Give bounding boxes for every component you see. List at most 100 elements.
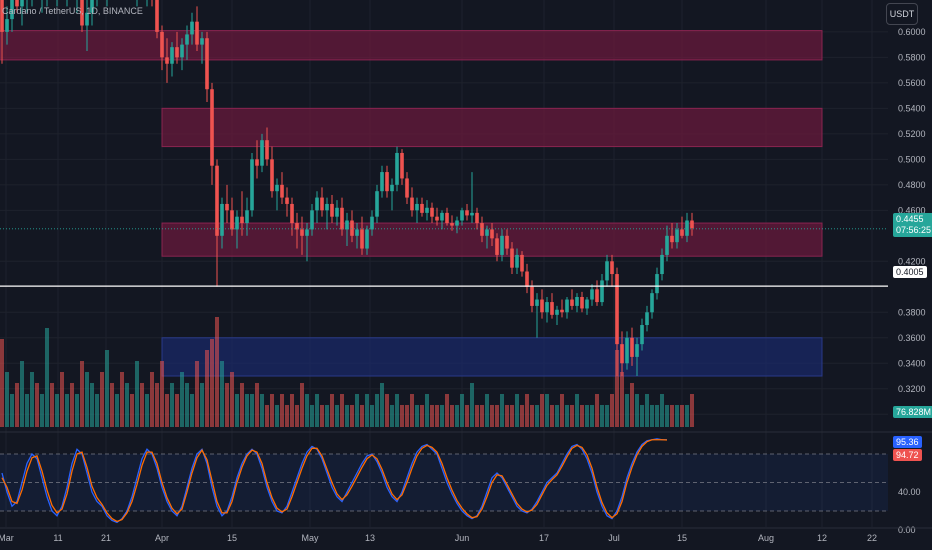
- candle-98[interactable]: [490, 223, 494, 247]
- candle-52[interactable]: [260, 133, 264, 173]
- candle-84[interactable]: [420, 197, 424, 217]
- time-axis[interactable]: Mar 11 21 Apr 15 May 13 Jun 17 Jul 15 Aug 12 22: [0, 527, 932, 543]
- candle-27[interactable]: [135, 0, 139, 7]
- candle-61[interactable]: [305, 223, 309, 262]
- candle-31[interactable]: [155, 0, 159, 39]
- candle-82[interactable]: [410, 187, 414, 217]
- candle-119[interactable]: [595, 280, 599, 306]
- candle-70[interactable]: [350, 210, 354, 243]
- candle-34[interactable]: [170, 42, 174, 77]
- candle-53[interactable]: [265, 127, 269, 166]
- candle-8[interactable]: [40, 0, 44, 13]
- candle-120[interactable]: [600, 274, 604, 306]
- candle-101[interactable]: [505, 229, 509, 255]
- candle-92[interactable]: [460, 207, 464, 226]
- candle-133[interactable]: [665, 225, 669, 262]
- candle-73[interactable]: [365, 225, 369, 255]
- candle-58[interactable]: [290, 197, 294, 236]
- candle-30[interactable]: [150, 0, 154, 7]
- candle-93[interactable]: [465, 203, 469, 221]
- candle-135[interactable]: [675, 223, 679, 249]
- candle-113[interactable]: [565, 296, 569, 319]
- candle-3[interactable]: [15, 0, 19, 13]
- candle-5[interactable]: [25, 0, 29, 13]
- candle-125[interactable]: [625, 331, 629, 370]
- candle-91[interactable]: [455, 216, 459, 234]
- candle-112[interactable]: [560, 299, 564, 318]
- candle-39[interactable]: [195, 6, 199, 51]
- candle-54[interactable]: [270, 146, 274, 198]
- candle-47[interactable]: [235, 210, 239, 249]
- candle-99[interactable]: [495, 233, 499, 262]
- candle-116[interactable]: [580, 291, 584, 313]
- candle-16[interactable]: [80, 0, 84, 32]
- candle-90[interactable]: [450, 215, 454, 231]
- candle-56[interactable]: [280, 172, 284, 204]
- candle-107[interactable]: [535, 293, 539, 338]
- candle-18[interactable]: [90, 0, 94, 26]
- candle-11[interactable]: [55, 0, 59, 7]
- horizontal-line[interactable]: [0, 228, 888, 287]
- candle-49[interactable]: [245, 197, 249, 236]
- candle-115[interactable]: [575, 293, 579, 313]
- candle-9[interactable]: [45, 0, 49, 7]
- candle-60[interactable]: [300, 216, 304, 255]
- candle-117[interactable]: [585, 296, 589, 315]
- candle-13[interactable]: [65, 0, 69, 7]
- candle-78[interactable]: [390, 178, 394, 211]
- symbol-legend[interactable]: Cardano / TetherUS, 1D, BINANCE: [2, 6, 143, 16]
- candle-109[interactable]: [545, 296, 549, 323]
- candle-19[interactable]: [95, 0, 99, 7]
- candle-74[interactable]: [370, 210, 374, 236]
- candle-43[interactable]: [215, 159, 219, 287]
- candle-106[interactable]: [530, 280, 534, 313]
- candle-75[interactable]: [375, 184, 379, 224]
- candle-77[interactable]: [385, 165, 389, 198]
- candle-103[interactable]: [515, 248, 519, 275]
- candle-86[interactable]: [430, 202, 434, 224]
- candle-127[interactable]: [635, 337, 639, 377]
- candle-128[interactable]: [640, 318, 644, 351]
- currency-button[interactable]: USDT: [886, 3, 918, 25]
- candle-137[interactable]: [685, 212, 689, 243]
- candle-69[interactable]: [345, 212, 349, 247]
- candle-85[interactable]: [425, 200, 429, 221]
- candle-48[interactable]: [240, 191, 244, 236]
- candle-67[interactable]: [335, 200, 339, 226]
- candle-138[interactable]: [690, 212, 694, 236]
- candle-6[interactable]: [30, 0, 34, 7]
- candle-66[interactable]: [330, 195, 334, 224]
- candle-72[interactable]: [360, 216, 364, 255]
- candle-45[interactable]: [225, 184, 229, 224]
- candle-80[interactable]: [400, 149, 404, 185]
- candle-83[interactable]: [415, 197, 419, 224]
- candle-89[interactable]: [445, 207, 449, 226]
- candle-130[interactable]: [650, 289, 654, 319]
- candle-129[interactable]: [645, 305, 649, 332]
- candle-95[interactable]: [475, 207, 479, 230]
- candle-121[interactable]: [605, 254, 609, 287]
- candle-62[interactable]: [310, 203, 314, 236]
- candle-50[interactable]: [250, 152, 254, 217]
- candle-59[interactable]: [295, 212, 299, 249]
- candle-118[interactable]: [590, 284, 594, 306]
- candle-71[interactable]: [355, 223, 359, 249]
- candle-88[interactable]: [440, 210, 444, 230]
- candle-17[interactable]: [85, 0, 89, 51]
- candle-63[interactable]: [315, 191, 319, 224]
- candle-96[interactable]: [480, 216, 484, 243]
- candle-37[interactable]: [185, 25, 189, 60]
- candle-111[interactable]: [555, 305, 559, 326]
- candle-0[interactable]: [0, 0, 4, 64]
- candle-42[interactable]: [210, 82, 214, 185]
- candle-4[interactable]: [20, 0, 24, 26]
- candle-114[interactable]: [570, 289, 574, 310]
- candle-100[interactable]: [500, 229, 504, 262]
- candle-1[interactable]: [5, 6, 9, 45]
- candle-134[interactable]: [670, 223, 674, 249]
- candle-36[interactable]: [180, 38, 184, 71]
- candle-126[interactable]: [630, 327, 634, 366]
- candle-68[interactable]: [340, 197, 344, 236]
- candle-32[interactable]: [160, 25, 164, 71]
